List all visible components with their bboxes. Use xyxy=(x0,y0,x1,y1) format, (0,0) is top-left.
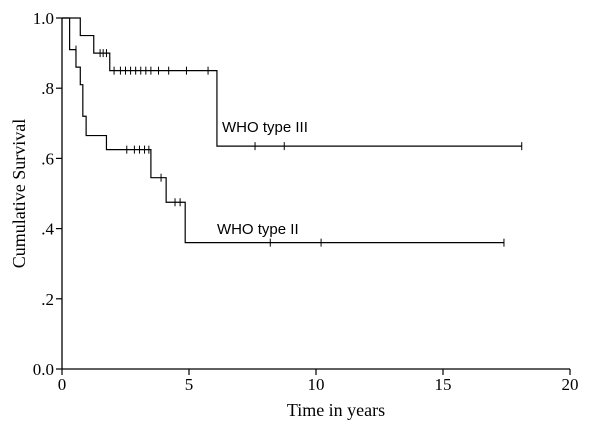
labels-layer: WHO type III WHO type II xyxy=(217,119,308,238)
x-tick-label: 15 xyxy=(435,375,452,394)
series-label-who-type-iii: WHO type III xyxy=(222,119,308,136)
x-tick-label: 5 xyxy=(185,375,194,394)
y-tick-label: 1.0 xyxy=(33,9,54,28)
series-layer xyxy=(62,17,523,247)
x-tick-label: 10 xyxy=(308,375,325,394)
axes: 0.0 .2 .4 .6 .8 1.0 0 5 10 15 20 Time in years Cumul… xyxy=(9,9,579,420)
survival-curve-who-type-iii xyxy=(62,17,522,147)
y-tick-label: 0.0 xyxy=(33,360,54,379)
y-tick-label: .2 xyxy=(41,290,54,309)
x-axis-title: Time in years xyxy=(287,400,385,420)
y-axis-title: Cumulative Survival xyxy=(9,119,29,268)
y-tick-label: .4 xyxy=(41,220,54,239)
x-tick-label: 0 xyxy=(58,375,67,394)
y-tick-label: .8 xyxy=(41,79,54,98)
series-label-who-type-ii: WHO type II xyxy=(217,221,299,238)
x-tick-label: 20 xyxy=(562,375,579,394)
y-tick-label: .6 xyxy=(41,149,54,168)
